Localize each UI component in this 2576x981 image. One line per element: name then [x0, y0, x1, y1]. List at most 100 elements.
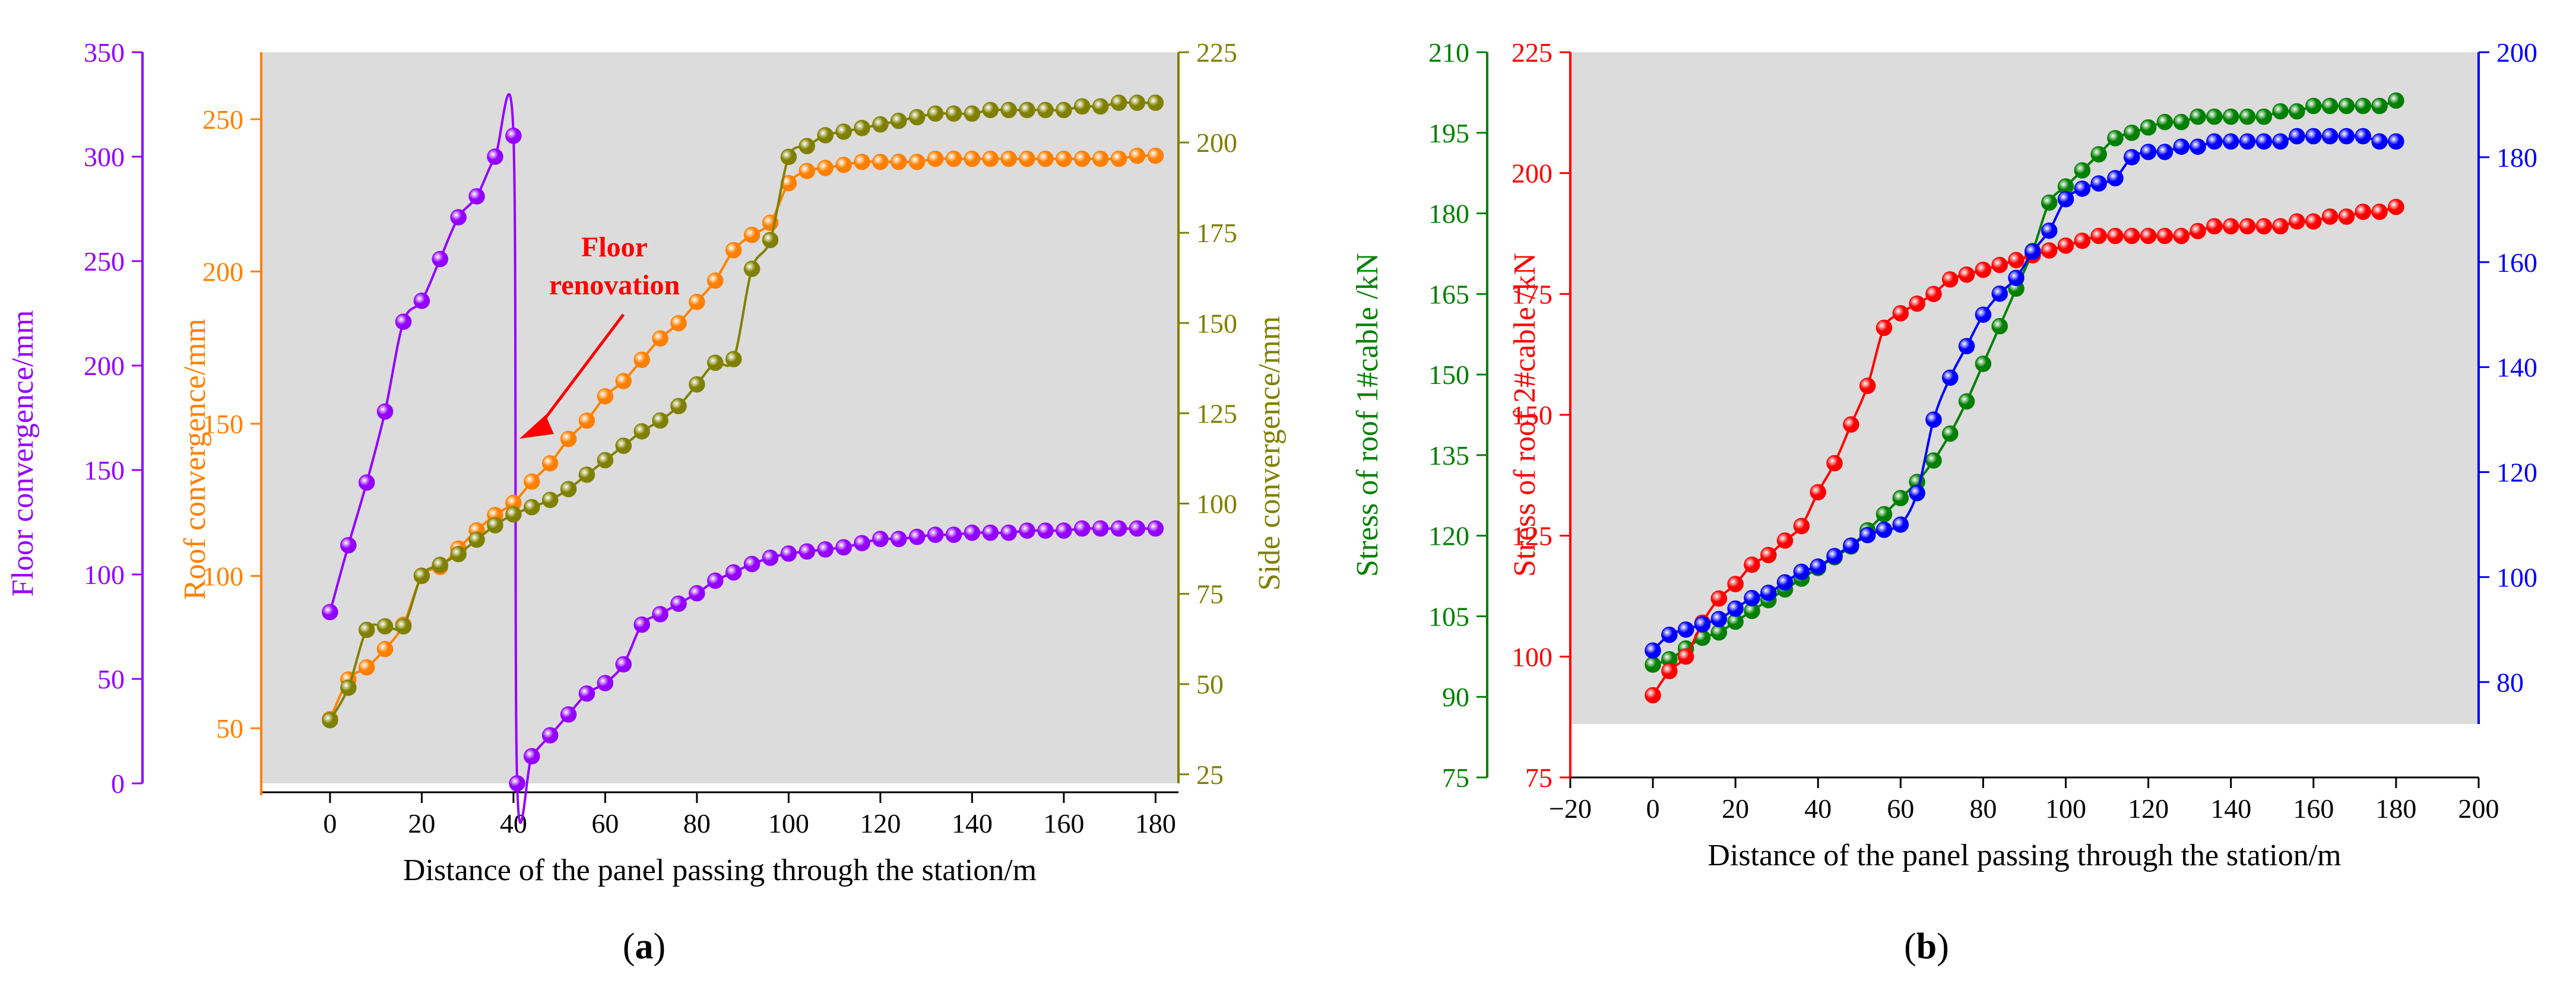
- data-point: [1875, 506, 1893, 523]
- data-point: [689, 376, 705, 393]
- series-purple: [322, 93, 1164, 824]
- y-axis-title: Stress of roof 2#cable /kN: [1508, 253, 1542, 577]
- data-point: [1056, 150, 1072, 167]
- data-point: [1975, 306, 1992, 323]
- data-point: [1793, 518, 1810, 535]
- data-point: [799, 163, 816, 179]
- data-point: [872, 116, 889, 133]
- data-point: [2355, 204, 2372, 220]
- data-point: [2305, 213, 2322, 230]
- data-point: [633, 423, 650, 440]
- series-green: [1645, 92, 2404, 673]
- data-point: [487, 148, 503, 165]
- y-tick-label: 350: [84, 37, 125, 68]
- y-tick-label: 150: [84, 455, 125, 485]
- data-point: [743, 227, 761, 243]
- data-point: [2124, 125, 2140, 141]
- x-tick-label: 120: [2128, 793, 2169, 824]
- data-point: [2255, 133, 2273, 150]
- y-tick-label: 0: [111, 769, 125, 799]
- data-point: [2190, 108, 2206, 125]
- data-point: [1092, 520, 1109, 537]
- data-point: [2057, 237, 2074, 254]
- data-point: [670, 315, 687, 332]
- x-axis: −20 0 20 40 60 80 100 120 140 160 180 200 Distance o…: [1549, 776, 2499, 872]
- data-point: [2371, 97, 2388, 115]
- data-point: [541, 455, 559, 472]
- data-point: [358, 474, 375, 491]
- y-axis-olive: 25 50 75 100 125 150 175 200 225 Side convergence…: [1177, 37, 1287, 790]
- annotation-floor-renovation: Floor renovation: [519, 231, 680, 439]
- data-point: [395, 618, 412, 635]
- data-point: [670, 398, 687, 414]
- data-point: [1056, 101, 1072, 119]
- x-tick-label: 180: [2375, 793, 2416, 824]
- data-point: [1147, 520, 1164, 537]
- data-point: [1019, 522, 1035, 539]
- data-point: [982, 524, 999, 541]
- y-axis-title: Side convergence/mm: [1253, 316, 1287, 591]
- y-tick-label: 200: [202, 256, 243, 287]
- data-point: [927, 105, 944, 122]
- data-point: [2107, 130, 2124, 147]
- data-point: [1958, 338, 1975, 354]
- x-tick-label: 160: [1043, 808, 1084, 839]
- y-tick-label: 125: [1512, 521, 1552, 551]
- data-point: [2140, 119, 2157, 136]
- data-point: [1875, 319, 1893, 336]
- y-tick-label: 75: [1525, 763, 1552, 793]
- data-point: [835, 123, 852, 140]
- data-point: [376, 618, 394, 635]
- annotation-text: Floor: [581, 231, 648, 263]
- x-tick-label: 60: [1887, 793, 1914, 824]
- data-point: [541, 491, 559, 509]
- data-point: [560, 481, 577, 497]
- data-point: [322, 712, 338, 729]
- data-point: [2388, 133, 2404, 150]
- x-tick-label: 0: [323, 808, 337, 839]
- data-point: [1000, 150, 1017, 167]
- y-tick-label: 100: [2496, 562, 2537, 592]
- x-tick-label: 140: [952, 808, 993, 839]
- x-tick-label: 160: [2293, 793, 2334, 824]
- y-tick-label: 100: [1512, 642, 1552, 672]
- x-tick-label: 80: [1969, 793, 1997, 824]
- data-point: [505, 128, 522, 144]
- data-point: [964, 105, 981, 122]
- data-point: [1859, 377, 1876, 394]
- y-tick-label: 50: [216, 713, 243, 744]
- y-tick-label: 250: [202, 104, 243, 135]
- series-olive: [322, 94, 1164, 729]
- data-point: [524, 473, 540, 490]
- data-point: [835, 157, 852, 173]
- data-point: [1000, 101, 1017, 119]
- data-point: [689, 294, 705, 310]
- data-point: [2107, 170, 2124, 186]
- y-axis-blue: 80 100 120 140 160 180 200: [2477, 37, 2537, 724]
- y-tick-label: 125: [1196, 398, 1237, 428]
- annotation-text: renovation: [549, 269, 680, 301]
- data-point: [1925, 285, 1942, 303]
- data-point: [1776, 532, 1794, 549]
- data-point: [1942, 425, 1959, 442]
- series-orange: [322, 147, 1164, 728]
- data-point: [817, 541, 834, 558]
- y-axis-purple: 0 50 100 150 200 250 300 350 Floor convergence/m…: [6, 37, 144, 799]
- data-point: [432, 557, 449, 573]
- data-point: [2321, 128, 2339, 145]
- series-blue: [1645, 128, 2404, 659]
- data-point: [1710, 611, 1728, 627]
- data-point: [2255, 108, 2273, 125]
- y-tick-label: 210: [1428, 37, 1469, 68]
- x-tick-label: 100: [2045, 793, 2086, 824]
- data-point: [891, 531, 907, 547]
- data-point: [597, 388, 614, 405]
- x-tick-label: 200: [2458, 793, 2499, 824]
- data-point: [817, 160, 834, 176]
- data-point: [1019, 150, 1035, 167]
- y-tick-label: 140: [2496, 353, 2537, 383]
- y-tick-label: 300: [84, 142, 125, 172]
- data-point: [1074, 520, 1091, 537]
- data-point: [615, 373, 632, 389]
